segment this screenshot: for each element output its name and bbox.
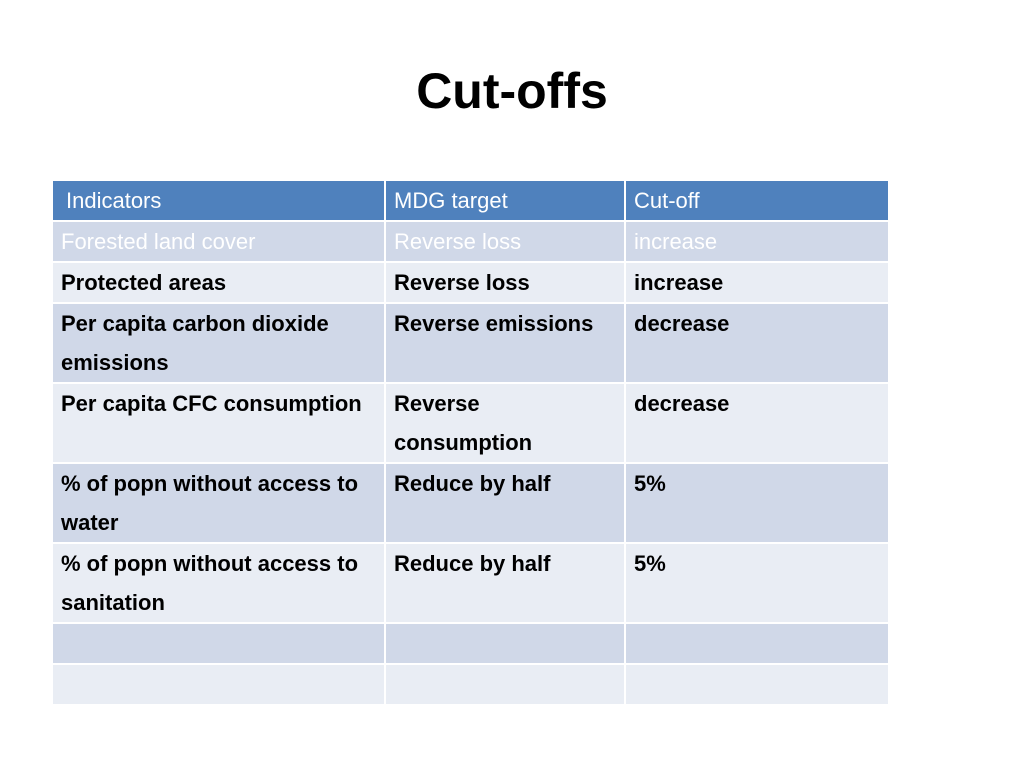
table-row-empty (51, 622, 890, 665)
header-cut-off: Cut-off (624, 179, 890, 222)
cell-cut-off: increase (624, 261, 890, 304)
cell-cut-off: 5% (624, 462, 890, 544)
cell-cut-off (624, 622, 890, 665)
table-row: Per capita CFC consumption Reverse consu… (51, 382, 890, 464)
cell-indicator: Forested land cover (51, 220, 386, 263)
table-header-row: Indicators MDG target Cut-off (51, 179, 890, 222)
cell-mdg-target: Reverse loss (384, 261, 626, 304)
cell-cut-off: 5% (624, 542, 890, 624)
cell-mdg-target (384, 622, 626, 665)
cell-mdg-target: Reverse consumption (384, 382, 626, 464)
table-row: Forested land cover Reverse loss increas… (51, 220, 890, 263)
cell-cut-off: decrease (624, 302, 890, 384)
table-row: Protected areas Reverse loss increase (51, 261, 890, 304)
header-mdg-target: MDG target (384, 179, 626, 222)
cutoffs-table: Indicators MDG target Cut-off Forested l… (51, 179, 890, 706)
cell-cut-off (624, 663, 890, 706)
cell-indicator (51, 622, 386, 665)
cell-cut-off: increase (624, 220, 890, 263)
cell-indicator: Per capita carbon dioxide emissions (51, 302, 386, 384)
cell-indicator: % of popn without access to sanitation (51, 542, 386, 624)
cell-indicator: % of popn without access to water (51, 462, 386, 544)
cell-mdg-target: Reverse loss (384, 220, 626, 263)
cell-mdg-target (384, 663, 626, 706)
cell-mdg-target: Reduce by half (384, 542, 626, 624)
slide-title: Cut-offs (416, 63, 608, 119)
cell-cut-off: decrease (624, 382, 890, 464)
cell-indicator: Protected areas (51, 261, 386, 304)
cell-indicator: Per capita CFC consumption (51, 382, 386, 464)
cell-mdg-target: Reduce by half (384, 462, 626, 544)
header-indicators: Indicators (51, 179, 386, 222)
table-row: % of popn without access to water Reduce… (51, 462, 890, 544)
table-row: % of popn without access to sanitation R… (51, 542, 890, 624)
cell-mdg-target: Reverse emissions (384, 302, 626, 384)
cell-indicator (51, 663, 386, 706)
table-row-empty (51, 663, 890, 706)
table-row: Per capita carbon dioxide emissions Reve… (51, 302, 890, 384)
